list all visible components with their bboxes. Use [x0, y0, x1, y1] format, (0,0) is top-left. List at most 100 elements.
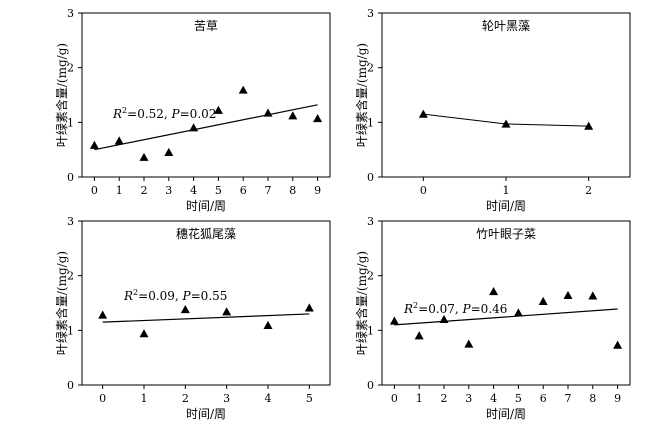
x-tick-label: 1 [141, 392, 148, 405]
y-tick-label: 3 [67, 7, 74, 20]
x-tick-label: 9 [614, 392, 621, 405]
data-point [263, 320, 273, 330]
x-tick-label: 8 [289, 184, 296, 197]
y-axis-title: 叶绿素含量/(mg/g) [354, 251, 369, 355]
x-tick-label: 0 [420, 184, 427, 197]
data-point [164, 147, 174, 156]
data-point [489, 287, 499, 296]
x-tick-label: 4 [190, 184, 197, 197]
r2-superscript: 2 [133, 288, 138, 297]
data-point [189, 123, 199, 132]
x-tick-label: 1 [116, 184, 123, 197]
r2-value: =0.52, [127, 107, 171, 121]
y-tick-label: 0 [367, 379, 374, 392]
x-tick-label: 5 [306, 392, 313, 405]
x-tick-label: 2 [141, 184, 148, 197]
data-point [418, 109, 428, 118]
panel-title: 苦草 [194, 19, 218, 33]
p-symbol: P [182, 289, 192, 303]
data-point [439, 314, 449, 323]
x-tick-label: 4 [265, 392, 272, 405]
y-tick-label: 3 [367, 215, 374, 228]
data-point [304, 303, 314, 312]
p-symbol: P [171, 107, 181, 121]
plot-frame [81, 220, 331, 386]
x-tick-label: 9 [314, 184, 321, 197]
y-axis-title: 叶绿素含量/(mg/g) [354, 43, 369, 147]
plot-frame [381, 12, 631, 178]
regression-line [102, 313, 310, 323]
y-tick-label: 1 [67, 116, 74, 129]
x-tick-label: 7 [265, 184, 272, 197]
p-value: =0.46 [471, 302, 508, 316]
x-axis-title: 时间/周 [486, 407, 526, 421]
x-tick-label: 3 [223, 392, 230, 405]
x-tick-label: 1 [503, 184, 510, 197]
y-tick-label: 3 [367, 7, 374, 20]
x-tick-label: 0 [91, 184, 98, 197]
r2-symbol: R [123, 289, 133, 303]
x-axis-title: 时间/周 [186, 199, 226, 213]
x-tick-label: 0 [99, 392, 106, 405]
chart-panel-3: 0 1 2 3 0 1 2 3 4 5 时间/周 叶绿素含量/(mg/g) 穗花狐尾藻 R2=0.09, … [54, 215, 331, 421]
data-point [222, 307, 232, 316]
data-point [139, 152, 149, 161]
data-point [180, 305, 190, 314]
r2-value: =0.09, [138, 289, 182, 303]
fit-annotation: R2=0.07, P=0.46 [403, 301, 507, 316]
chart-panel-2: 0 1 2 3 0 1 2 时间/周 叶绿素含量/(mg/g) 轮叶黑藻 [354, 7, 631, 213]
x-tick-label: 5 [215, 184, 222, 197]
panel-title: 竹叶眼子菜 [476, 227, 536, 241]
y-tick-label: 1 [367, 324, 374, 337]
y-tick-label: 2 [67, 62, 74, 75]
y-tick-label: 1 [367, 116, 374, 129]
plot-frame [381, 220, 631, 386]
x-tick-label: 2 [585, 184, 592, 197]
regression-line [94, 104, 318, 151]
r2-value: =0.07, [418, 302, 462, 316]
data-point [414, 331, 424, 340]
x-tick-label: 0 [391, 392, 398, 405]
p-value: =0.55 [191, 289, 228, 303]
y-tick-label: 2 [367, 62, 374, 75]
x-tick-label: 6 [540, 392, 547, 405]
regression-line [394, 308, 618, 326]
data-point [89, 140, 99, 149]
y-axis-title: 叶绿素含量/(mg/g) [54, 43, 69, 147]
fit-annotation: R2=0.09, P=0.55 [123, 288, 227, 303]
data-point [263, 108, 273, 117]
y-tick-label: 2 [67, 270, 74, 283]
y-tick-label: 3 [67, 215, 74, 228]
data-point [584, 121, 594, 130]
r2-symbol: R [403, 302, 413, 316]
x-tick-label: 1 [416, 392, 423, 405]
plot-frame [81, 12, 331, 178]
x-axis-title: 时间/周 [186, 407, 226, 421]
data-point [513, 308, 523, 317]
data-point [313, 114, 323, 123]
r2-superscript: 2 [413, 301, 418, 310]
panel-title: 穗花狐尾藻 [176, 226, 236, 241]
p-value: =0.02 [180, 107, 217, 121]
x-tick-label: 2 [441, 392, 448, 405]
data-point [213, 105, 223, 114]
data-point [98, 310, 108, 319]
panel-title: 轮叶黑藻 [482, 19, 530, 33]
r2-symbol: R [112, 107, 122, 121]
x-tick-label: 8 [589, 392, 596, 405]
x-tick-label: 3 [465, 392, 472, 405]
data-point [563, 290, 573, 299]
r2-superscript: 2 [122, 106, 127, 115]
x-tick-label: 5 [515, 392, 522, 405]
y-tick-label: 0 [67, 379, 74, 392]
x-tick-label: 3 [165, 184, 172, 197]
y-tick-label: 0 [367, 171, 374, 184]
data-point [501, 119, 511, 128]
fit-annotation: R2=0.52, P=0.02 [112, 106, 216, 121]
y-axis-title: 叶绿素含量/(mg/g) [54, 251, 69, 355]
data-point [139, 329, 149, 338]
x-tick-label: 6 [240, 184, 247, 197]
